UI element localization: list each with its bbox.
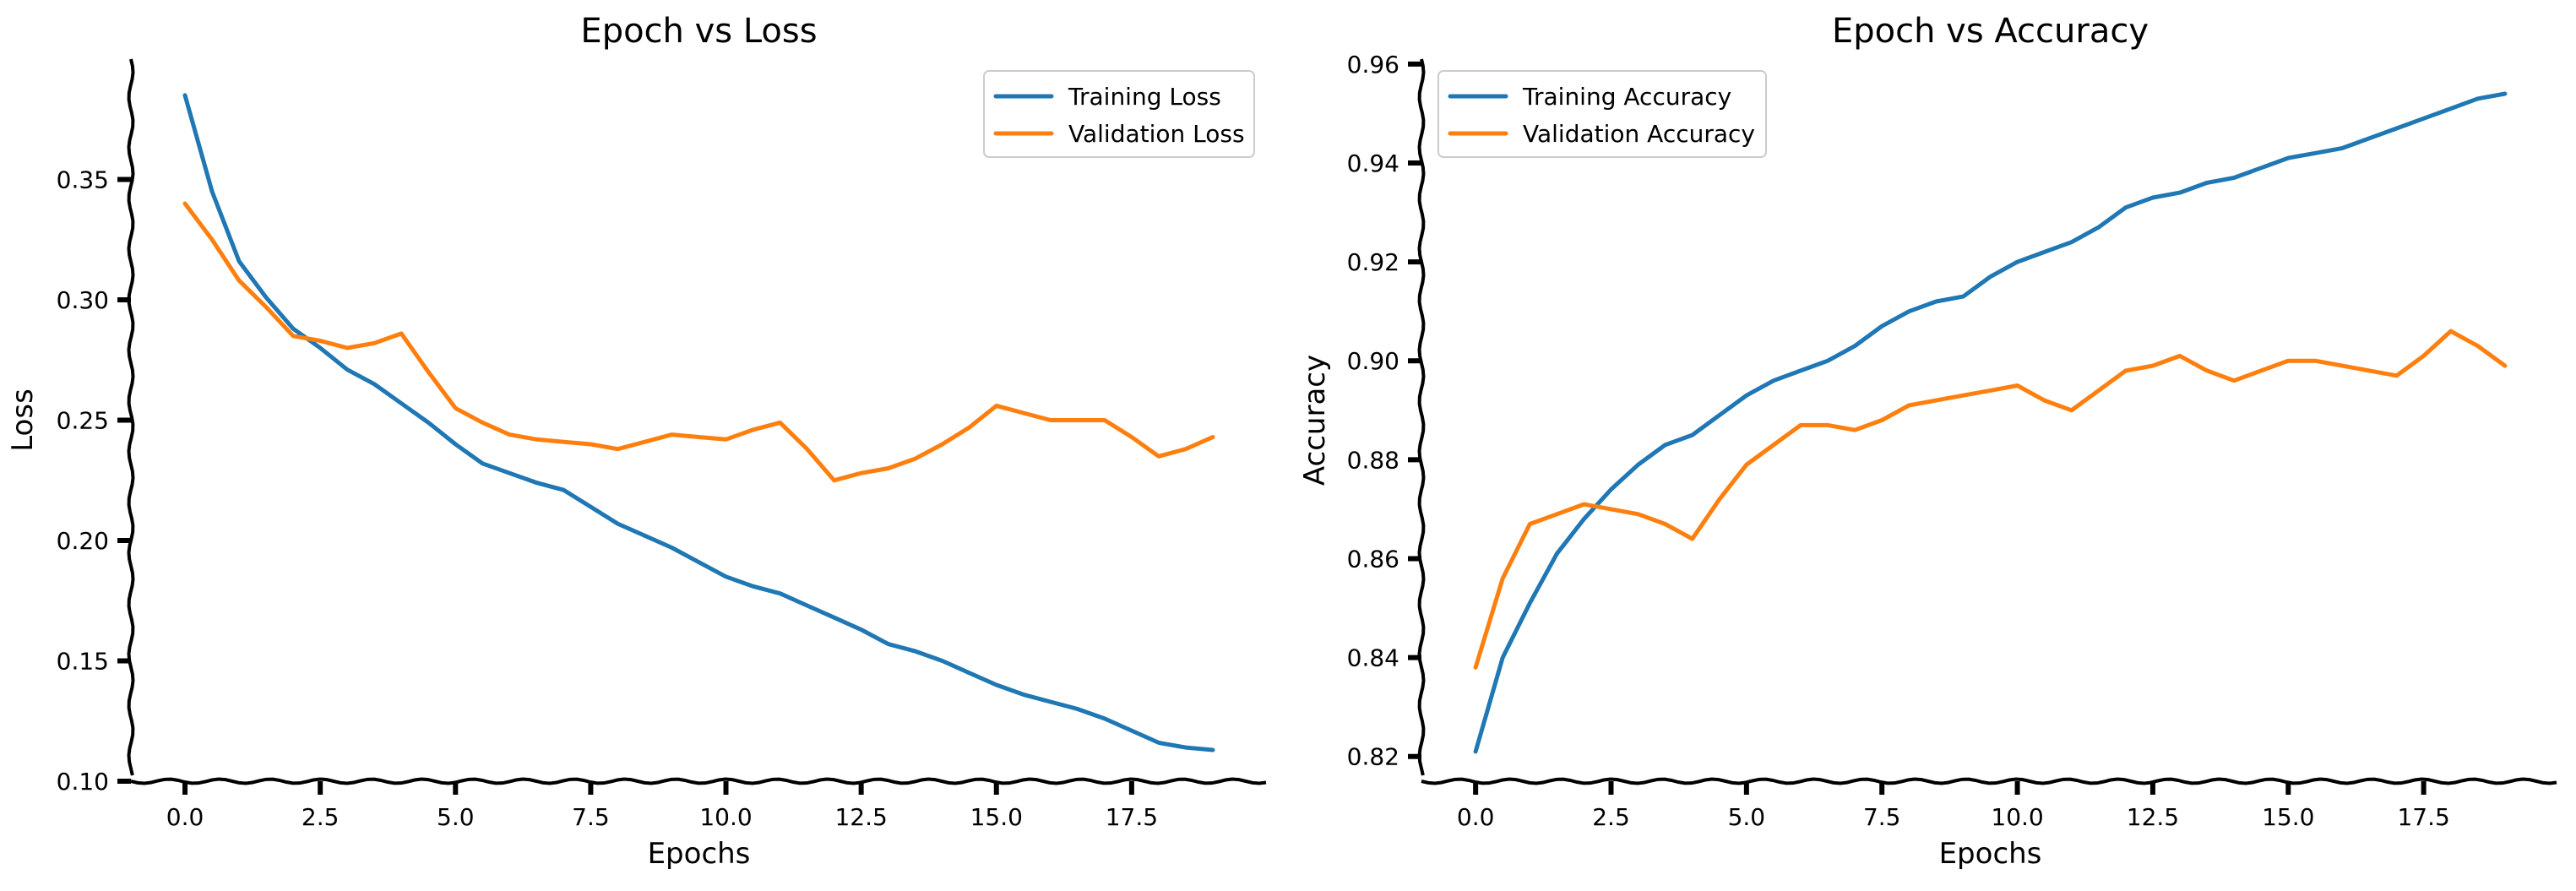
x-tick-label: 0.0: [1457, 803, 1495, 831]
x-tick-label: 17.5: [1106, 803, 1158, 831]
chart-title: Epoch vs Loss: [580, 12, 817, 51]
x-tick-label: 15.0: [970, 803, 1023, 831]
y-axis-label: Loss: [6, 388, 40, 452]
y-axis-line: [1417, 58, 1426, 776]
x-axis-line: [130, 777, 1267, 785]
series-line-validation-accuracy: [1473, 329, 2508, 670]
x-tick-label: 15.0: [2262, 803, 2314, 831]
legend-label: Validation Accuracy: [1523, 120, 1755, 148]
axes: 0.0 2.5 5.0 7.5 10.0 12.5 15.0 17.5 0.82 0.84 0.86…: [1347, 51, 2557, 831]
y-tick-label: 0.20: [57, 527, 109, 555]
x-tick-label: 2.5: [302, 803, 340, 831]
y-tick-label: 0.15: [57, 648, 109, 676]
plot-area: [182, 93, 1215, 752]
x-tick-label: 7.5: [572, 803, 610, 831]
x-axis-label: Epochs: [1939, 837, 2042, 871]
loss-chart: Epoch vs Loss Epochs Loss 0.0 2.5 5.0 7.5 10…: [6, 12, 1267, 871]
y-tick-label: 0.10: [57, 768, 109, 796]
x-tick-label: 2.5: [1592, 803, 1630, 831]
x-tick-label: 5.0: [437, 803, 475, 831]
y-tick-label: 0.25: [57, 407, 109, 435]
legend: Training Loss Validation Loss: [983, 70, 1255, 158]
y-tick-label: 0.35: [57, 166, 109, 194]
x-axis-line: [1421, 777, 2557, 785]
y-axis-label: Accuracy: [1298, 355, 1332, 486]
axes: 0.0 2.5 5.0 7.5 10.0 12.5 15.0 17.5 0.10 0.15 0.20…: [57, 58, 1267, 831]
legend: Training Accuracy Validation Accuracy: [1437, 70, 1767, 158]
y-tick-label: 0.30: [57, 286, 109, 314]
x-axis-label: Epochs: [648, 837, 751, 871]
y-tick-label: 0.94: [1347, 149, 1399, 177]
y-tick-label: 0.96: [1347, 51, 1399, 79]
x-tick-label: 12.5: [834, 803, 887, 831]
x-tick-label: 0.0: [166, 803, 204, 831]
x-tick-label: 7.5: [1863, 803, 1901, 831]
y-tick-label: 0.86: [1347, 545, 1399, 573]
x-tick-label: 10.0: [699, 803, 752, 831]
plot-area: [1473, 91, 2508, 754]
legend-box: [1437, 70, 1767, 158]
x-tick-label: 17.5: [2397, 803, 2449, 831]
legend-label: Training Accuracy: [1522, 83, 1731, 111]
y-tick-label: 0.92: [1347, 248, 1399, 276]
series-line-training-loss: [182, 93, 1215, 752]
y-axis-line: [127, 58, 135, 776]
legend-label: Training Loss: [1068, 83, 1221, 111]
accuracy-chart: Epoch vs Accuracy Epochs Accuracy 0.0 2.5…: [1298, 12, 2557, 871]
series-line-training-accuracy: [1473, 91, 2508, 754]
y-tick-label: 0.82: [1347, 743, 1399, 771]
x-tick-label: 10.0: [1991, 803, 2043, 831]
legend-label: Validation Loss: [1068, 120, 1245, 148]
y-tick-label: 0.88: [1347, 446, 1399, 474]
y-tick-label: 0.84: [1347, 644, 1399, 672]
x-tick-label: 12.5: [2127, 803, 2179, 831]
x-tick-label: 5.0: [1728, 803, 1766, 831]
y-tick-label: 0.90: [1347, 347, 1399, 375]
chart-title: Epoch vs Accuracy: [1832, 12, 2149, 51]
series-line-validation-loss: [182, 201, 1215, 483]
